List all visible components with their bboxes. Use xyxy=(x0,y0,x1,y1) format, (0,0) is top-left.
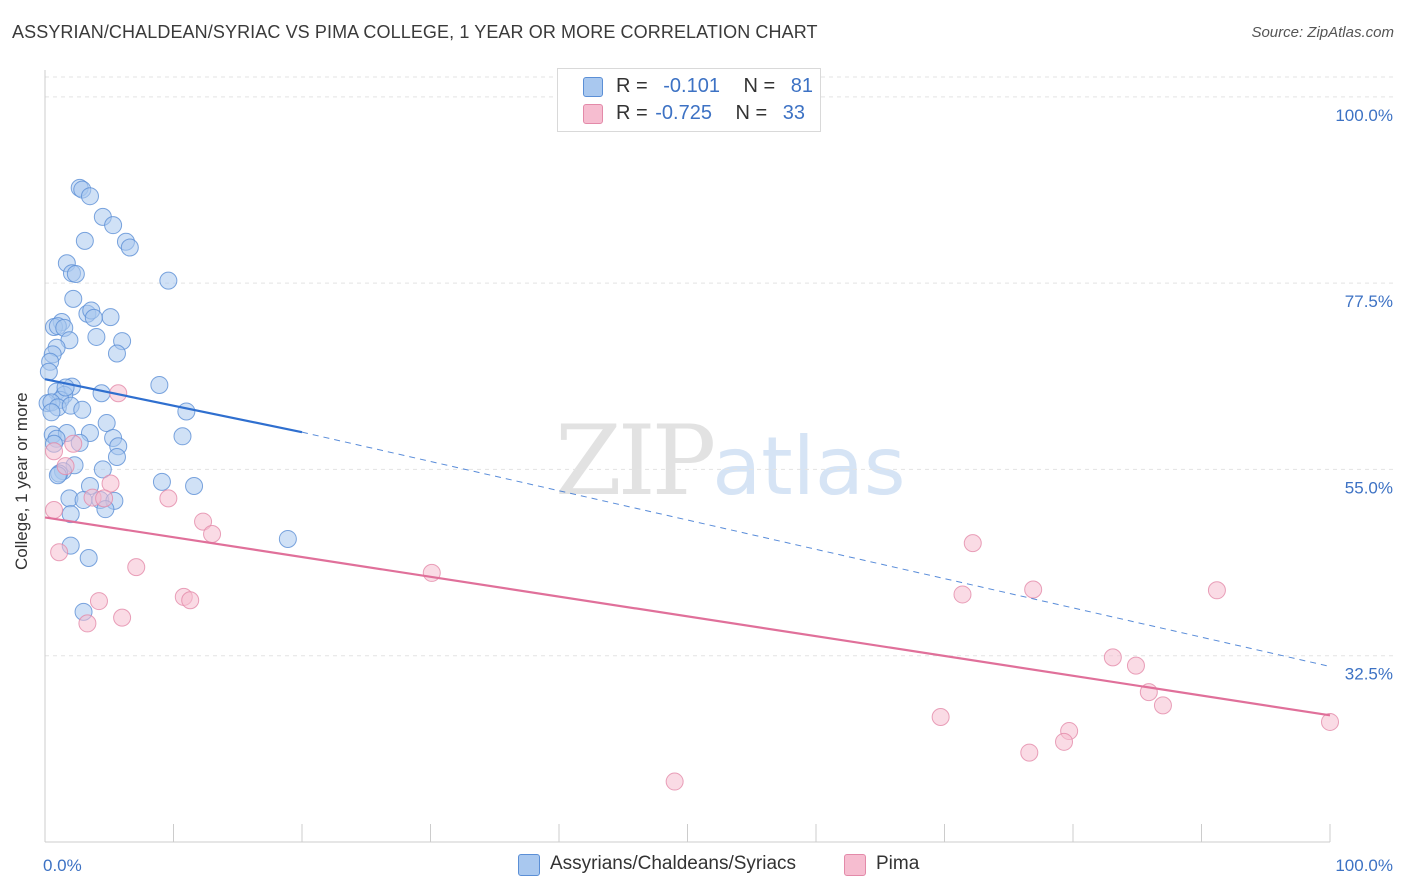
legend-label-assyrians: Assyrians/Chaldeans/Syriacs xyxy=(550,853,797,874)
pima-point-6 xyxy=(95,489,114,508)
r-value: -0.725 xyxy=(655,102,712,124)
pima-point-23 xyxy=(1103,648,1122,667)
assyrian-point-58 xyxy=(185,476,204,495)
assyrian-point-46 xyxy=(173,427,192,446)
pima-point-28 xyxy=(1321,712,1339,731)
assyrian-point-33 xyxy=(92,384,111,403)
pima-point-15 xyxy=(1024,580,1043,599)
pima-point-27 xyxy=(931,707,950,726)
watermark-zip: ZIP xyxy=(555,405,716,517)
pima-point-9 xyxy=(194,512,213,531)
assyrian-point-65 xyxy=(61,505,80,524)
r-label: R = xyxy=(616,102,648,124)
pima-legend-swatch xyxy=(844,854,866,876)
axis-layer xyxy=(44,70,1331,843)
n-label: N = xyxy=(743,75,776,97)
assyrian-point-6 xyxy=(120,238,139,257)
assyrian-point-2 xyxy=(80,187,99,206)
pima-point-10 xyxy=(203,525,222,543)
x-tick-label-0: 0.0% xyxy=(43,856,82,875)
r-value: -0.101 xyxy=(663,75,720,97)
points-layer xyxy=(38,178,1339,791)
pima-point-2 xyxy=(44,442,63,461)
pima-point-8 xyxy=(44,500,63,519)
assyrian-point-41 xyxy=(97,414,116,433)
pima-point-7 xyxy=(159,489,178,508)
pima-point-21 xyxy=(113,608,132,627)
r-label: R = xyxy=(616,75,648,97)
assyrian-point-21 xyxy=(87,327,106,346)
assyrian-point-40 xyxy=(42,403,61,422)
assyrian-point-4 xyxy=(104,216,123,235)
assyrian-point-28 xyxy=(39,362,58,381)
pima-point-14 xyxy=(963,534,982,553)
pima-point-20 xyxy=(89,592,108,611)
watermark: ZIPatlas xyxy=(555,405,906,517)
assyrians-swatch xyxy=(583,77,603,97)
assyrian-trend-extension xyxy=(301,431,1331,667)
assyrians-legend-swatch xyxy=(518,854,540,876)
assyrian-point-68 xyxy=(79,549,98,568)
pima-point-12 xyxy=(127,558,146,577)
y-tick-label-3: 100.0% xyxy=(1335,106,1393,125)
assyrian-point-51 xyxy=(107,448,126,466)
pima-point-26 xyxy=(1153,696,1172,715)
legend-label-pima: Pima xyxy=(876,853,920,874)
pima-trend-line xyxy=(44,516,1331,717)
trend-layer xyxy=(44,378,1331,717)
y-tick-label-1: 55.0% xyxy=(1345,478,1393,497)
assyrian-point-57 xyxy=(152,472,171,491)
assyrian-point-10 xyxy=(66,265,85,284)
source-label: Source: ZipAtlas.com xyxy=(1251,24,1394,41)
assyrian-point-29 xyxy=(150,375,169,394)
pima-point-19 xyxy=(181,591,200,610)
series-legend: Assyrians/Chaldeans/Syriacs Pima xyxy=(0,852,1406,878)
assyrian-point-7 xyxy=(75,231,94,250)
y-tick-label-0: 32.5% xyxy=(1345,665,1393,684)
y-axis-label: College, 1 year or more xyxy=(12,392,31,570)
y-tick-label-2: 77.5% xyxy=(1345,292,1393,311)
pima-point-32 xyxy=(665,772,684,791)
assyrian-point-26 xyxy=(107,344,126,363)
watermark-atlas: atlas xyxy=(712,420,906,513)
chart-title: ASSYRIAN/CHALDEAN/SYRIAC VS PIMA COLLEGE… xyxy=(12,22,818,42)
pima-point-1 xyxy=(64,434,83,453)
grid-layer xyxy=(45,76,1395,657)
pima-point-4 xyxy=(101,474,120,493)
assyrian-point-53 xyxy=(93,460,112,479)
tick-label-layer: 32.5% 55.0% 77.5% 100.0% 0.0% 100.0% xyxy=(43,106,1393,875)
assyrian-point-15 xyxy=(101,308,120,327)
assyrian-point-16 xyxy=(84,308,103,327)
pima-point-30 xyxy=(1055,732,1074,751)
n-value: 33 xyxy=(782,102,806,124)
assyrian-point-11 xyxy=(159,271,178,290)
pima-point-16 xyxy=(1207,581,1226,600)
x-tick-label-1: 100.0% xyxy=(1335,856,1393,875)
assyrian-point-66 xyxy=(278,529,297,548)
pima-point-3 xyxy=(56,457,75,476)
n-value: 81 xyxy=(790,75,814,97)
pima-point-22 xyxy=(78,614,97,633)
assyrian-trend-line xyxy=(44,378,303,434)
pima-point-17 xyxy=(953,585,972,604)
assyrian-point-39 xyxy=(177,402,196,421)
assyrian-point-71 xyxy=(73,400,92,419)
pima-swatch xyxy=(583,104,603,124)
pima-point-24 xyxy=(1126,656,1145,675)
pima-point-11 xyxy=(50,543,69,562)
assyrian-point-12 xyxy=(64,289,83,308)
pima-point-31 xyxy=(1020,743,1039,762)
stats-legend: R = -0.101 N = 81 R = -0.725 N = 33 xyxy=(557,68,821,132)
n-label: N = xyxy=(735,102,768,124)
